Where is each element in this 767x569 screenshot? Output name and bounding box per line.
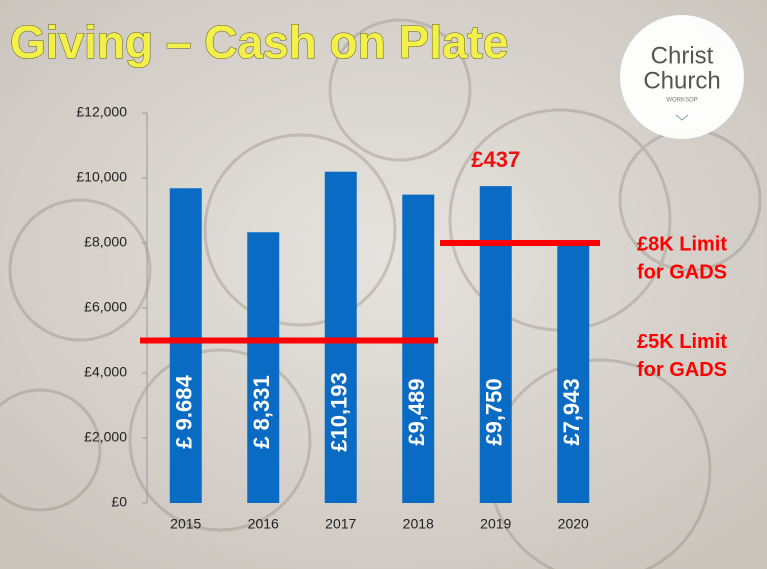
value-label: £ 8,331 [249,375,274,448]
logo-text: Christ [651,42,714,69]
x-tick-label: 2016 [248,516,279,532]
x-tick-label: 2018 [403,516,434,532]
bar [479,186,512,503]
value-label: £ 9.684 [172,375,197,449]
y-tick-label: £8,000 [84,234,127,250]
bar [247,232,280,503]
logo-badge [620,15,744,139]
reference-label: £8K Limit [637,233,727,255]
x-tick-label: 2020 [558,516,589,532]
value-label: £10,193 [327,372,352,452]
x-tick-label: 2019 [480,516,511,532]
x-tick-label: 2017 [325,516,356,532]
bar [557,244,590,504]
logo-text: WORKSOP [666,98,697,104]
value-label: £9,489 [404,378,429,445]
bar [169,188,202,503]
reference-label: £5K Limit [637,331,727,353]
reference-label: for GADS [637,359,727,381]
y-tick-label: £4,000 [84,364,127,380]
y-tick-label: £0 [111,494,127,510]
value-label: £7,943 [559,378,584,445]
y-tick-label: £2,000 [84,429,127,445]
bar [324,171,357,504]
logo-text: Church [643,67,720,94]
x-tick-label: 2015 [170,516,201,532]
y-tick-label: £6,000 [84,299,127,315]
slide-title: Giving – Cash on Plate [10,16,508,68]
y-tick-label: £12,000 [76,104,127,120]
value-label: £9,750 [482,378,507,445]
bar [402,194,435,504]
y-tick-label: £10,000 [76,169,127,185]
reference-label: for GADS [637,261,727,283]
logo-chevron [675,114,689,121]
annotation: £437 [471,147,520,172]
